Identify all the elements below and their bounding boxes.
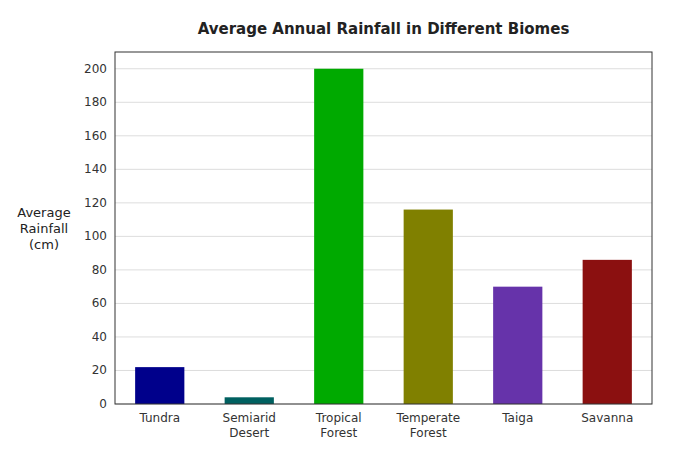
x-tick-label: TemperateForest: [395, 411, 460, 440]
grid-line: [115, 202, 652, 203]
bars: [135, 69, 632, 404]
grid-line: [115, 269, 652, 270]
x-tick-label: TropicalForest: [315, 411, 362, 440]
x-tick-labels: TundraSemiaridDesertTropicalForestTemper…: [138, 411, 633, 440]
y-axis-label: AverageRainfall(cm): [17, 205, 70, 252]
y-grid: [115, 69, 652, 404]
y-tick-label: 0: [99, 397, 107, 411]
y-tick-label: 100: [84, 229, 107, 243]
text-line: Savanna: [581, 411, 633, 425]
bar: [225, 397, 274, 404]
text-line: Semiarid: [223, 411, 276, 425]
text-line: Forest: [410, 426, 447, 440]
bar: [493, 287, 542, 404]
grid-line: [115, 236, 652, 237]
grid-line: [115, 169, 652, 170]
chart-title: Average Annual Rainfall in Different Bio…: [198, 20, 570, 38]
x-tick-label: Taiga: [501, 411, 533, 425]
bar: [135, 367, 184, 404]
bar: [583, 260, 632, 404]
plot-frame: [115, 52, 652, 404]
y-tick-label: 140: [84, 162, 107, 176]
y-tick-label: 20: [92, 363, 107, 377]
text-line: Average: [17, 205, 70, 220]
text-line: Tundra: [138, 411, 180, 425]
chart-svg: 0 20 40 60 80 100 120 140 160 180 200 Tundra Semiari…: [0, 0, 674, 472]
text-line: Temperate: [395, 411, 460, 425]
y-tick-label: 200: [84, 62, 107, 76]
x-tick-label: SemiaridDesert: [223, 411, 276, 440]
text-line: Taiga: [501, 411, 533, 425]
chart-container: 0 20 40 60 80 100 120 140 160 180 200 Tundra Semiari…: [0, 0, 674, 472]
y-tick-label: 120: [84, 196, 107, 210]
text-line: Desert: [229, 426, 269, 440]
grid-line: [115, 102, 652, 103]
text-line: Rainfall: [20, 221, 68, 236]
plot-area: [115, 52, 652, 404]
text-line: Forest: [320, 426, 357, 440]
grid-line: [115, 336, 652, 337]
x-tick-label: Tundra: [138, 411, 180, 425]
grid-line: [115, 370, 652, 371]
grid-line: [115, 135, 652, 136]
x-tick-label: Savanna: [581, 411, 633, 425]
bar: [404, 210, 453, 404]
y-tick-label: 80: [92, 263, 107, 277]
grid-line: [115, 68, 652, 69]
y-tick-label: 60: [92, 296, 107, 310]
y-tick-label: 160: [84, 129, 107, 143]
text-line: Tropical: [315, 411, 362, 425]
bar: [314, 69, 363, 404]
grid-line: [115, 303, 652, 304]
y-tick-labels: 0 20 40 60 80 100 120 140 160 180 200: [84, 62, 107, 411]
y-tick-label: 40: [92, 330, 107, 344]
text-line: (cm): [29, 237, 59, 252]
y-tick-label: 180: [84, 95, 107, 109]
